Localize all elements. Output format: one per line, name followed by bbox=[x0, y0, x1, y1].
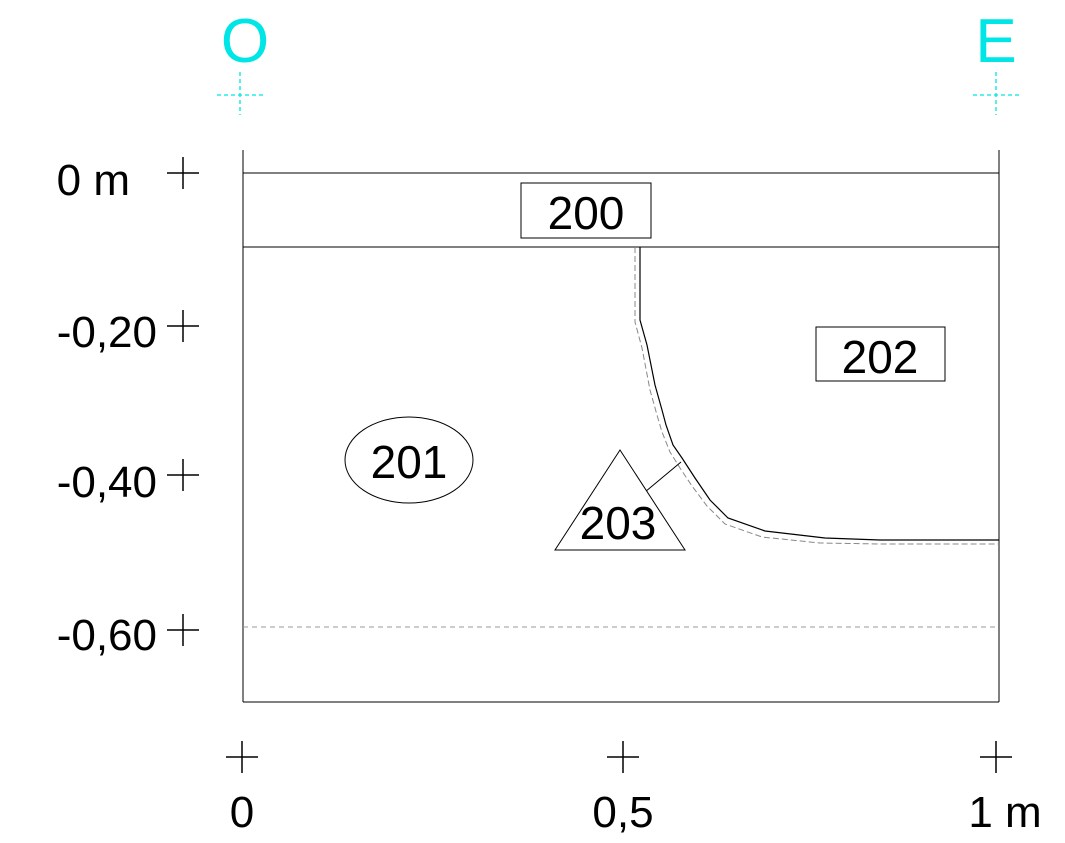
unit-202-frame bbox=[815, 326, 946, 382]
distance-axis bbox=[226, 741, 1012, 773]
pit-203-boundary-dashed bbox=[634, 247, 999, 545]
depth-label-60: -0,60 bbox=[57, 611, 157, 660]
unit-200-frame bbox=[520, 182, 652, 239]
orientation-east-label: E bbox=[975, 7, 1016, 76]
unit-203-label: 203 bbox=[580, 497, 657, 549]
distance-label-05: 0,5 bbox=[592, 788, 653, 837]
distance-label-1: 1 m bbox=[968, 788, 1041, 837]
unit-201-label: 201 bbox=[371, 436, 448, 488]
depth-label-0: 0 m bbox=[57, 156, 130, 205]
pit-203-boundary-solid bbox=[639, 247, 999, 541]
unit-203-frame bbox=[554, 449, 686, 551]
orientation-west-label: O bbox=[221, 7, 269, 76]
unit-203-leader-line bbox=[644, 461, 682, 493]
orientation-west-mark bbox=[217, 72, 263, 115]
depth-axis bbox=[167, 157, 199, 646]
unit-200-label: 200 bbox=[548, 187, 625, 239]
depth-label-40: -0,40 bbox=[57, 458, 157, 507]
unit-201-frame bbox=[344, 416, 474, 504]
distance-label-0: 0 bbox=[230, 788, 254, 837]
section-frame bbox=[242, 150, 1000, 703]
unit-202-label: 202 bbox=[842, 331, 919, 383]
orientation-east-mark bbox=[973, 72, 1019, 115]
depth-label-20: -0,20 bbox=[57, 308, 157, 357]
